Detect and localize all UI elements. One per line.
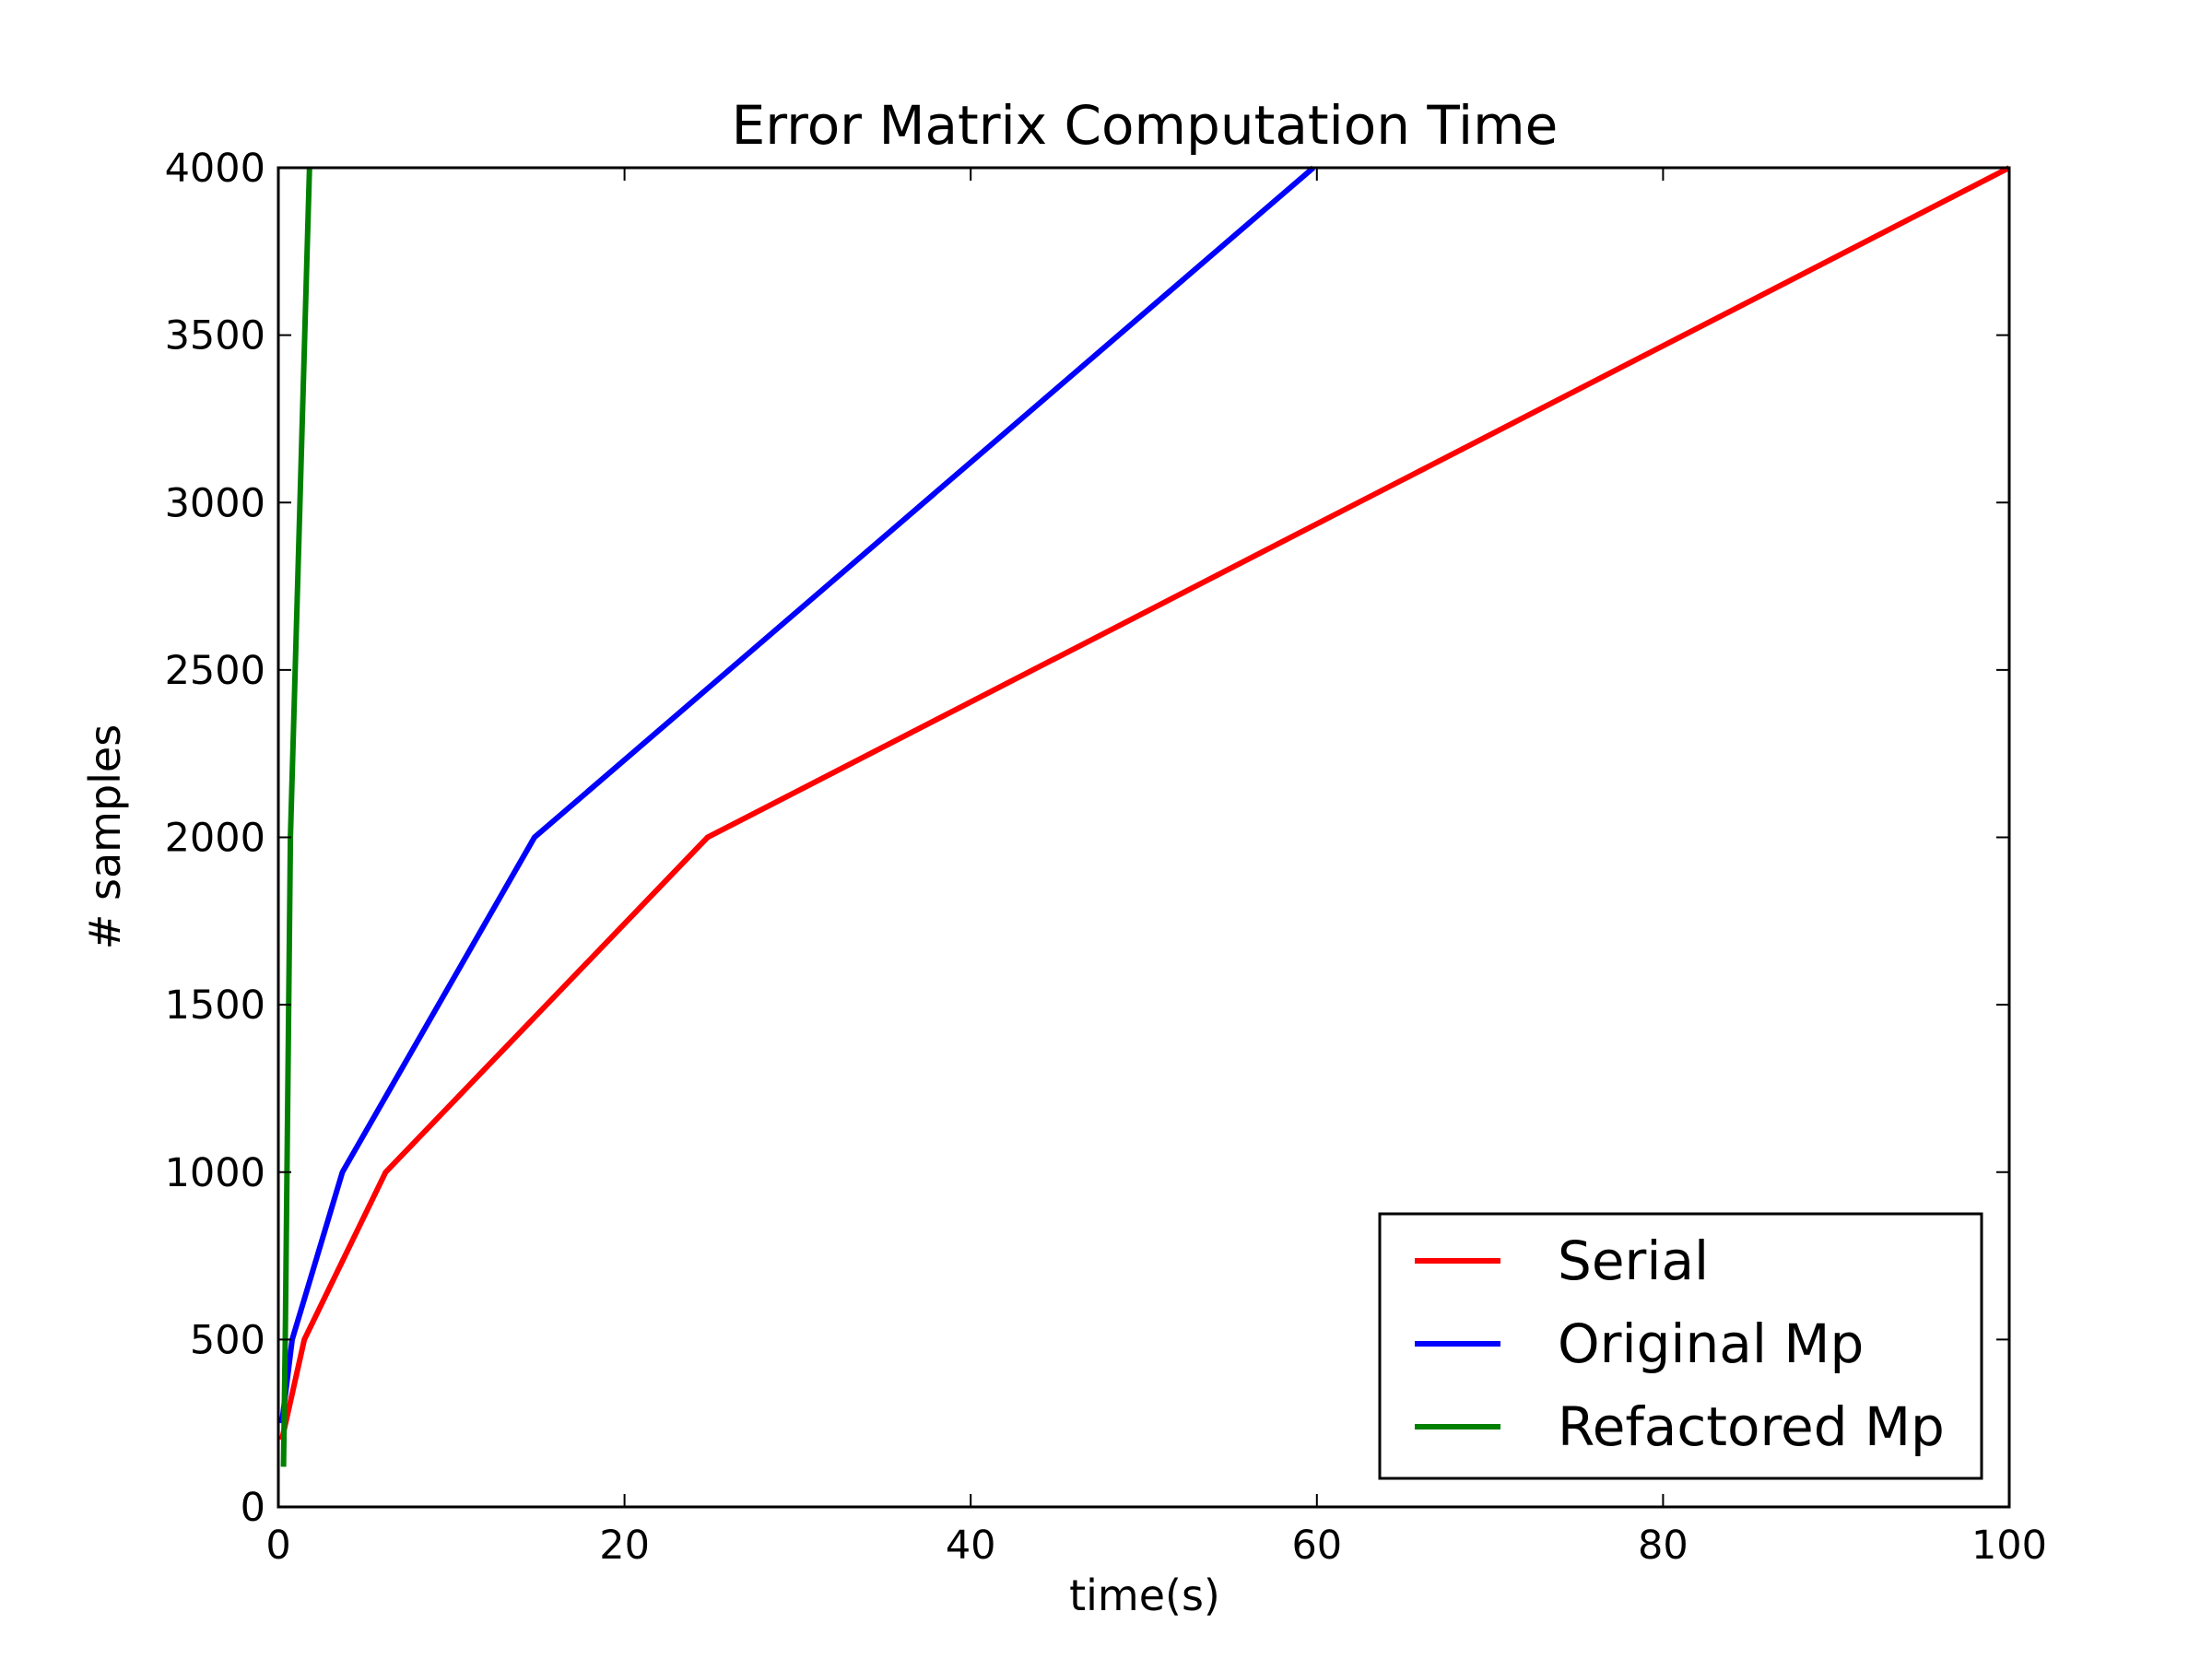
y-axis: 0 500 1000 1500 2000 2500 3000 3500 4000 xyxy=(165,146,2009,1531)
y-tick-label: 2000 xyxy=(165,816,265,862)
x-tick-label: 0 xyxy=(265,1523,290,1569)
x-axis-label: time(s) xyxy=(1069,1571,1220,1620)
legend-label-2: Refactored Mp xyxy=(1558,1395,1945,1458)
y-axis-label: # samples xyxy=(80,724,130,949)
y-tick-label: 1000 xyxy=(165,1150,265,1196)
legend-label-1: Original Mp xyxy=(1558,1312,1864,1375)
x-tick-label: 60 xyxy=(1291,1523,1342,1569)
series-layer xyxy=(278,165,2011,1467)
y-tick-label: 0 xyxy=(241,1485,265,1531)
x-tick-label: 40 xyxy=(946,1523,996,1569)
y-tick-label: 3500 xyxy=(165,313,265,359)
x-tick-label: 20 xyxy=(599,1523,650,1569)
y-tick-label: 2500 xyxy=(165,648,265,694)
legend-label-0: Serial xyxy=(1558,1230,1709,1292)
x-tick-label: 100 xyxy=(1971,1523,2047,1569)
y-tick-label: 1500 xyxy=(165,982,265,1029)
y-tick-label: 500 xyxy=(190,1317,265,1363)
x-tick-label: 80 xyxy=(1638,1523,1688,1569)
series-line-2 xyxy=(280,167,312,1467)
series-line-1 xyxy=(278,165,1315,1424)
x-axis: 0 20 40 60 80 100 xyxy=(265,168,2047,1569)
legend: Serial Original Mp Refactored Mp xyxy=(1378,1212,1983,1480)
y-tick-label: 3000 xyxy=(165,480,265,526)
y-tick-label: 4000 xyxy=(165,146,265,192)
chart-title: Error Matrix Computation Time xyxy=(732,94,1559,157)
series-line-0 xyxy=(278,165,2011,1441)
